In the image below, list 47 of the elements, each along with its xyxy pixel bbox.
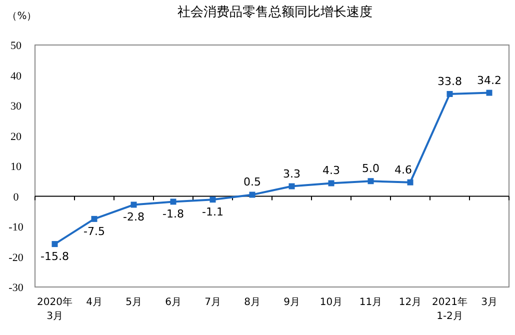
x-tick-label: 9月 (284, 297, 300, 308)
text: 3.3 (283, 167, 300, 180)
y-axis-title: （%） (7, 11, 37, 22)
y-tick-label: -20 (8, 252, 24, 264)
y-tick-label: 20 (10, 130, 22, 143)
x-tick-label: 4月 (86, 297, 102, 308)
x-tick-label: 8月 (244, 297, 260, 308)
y-tick-label: 10 (10, 161, 22, 173)
point (446, 91, 453, 98)
x-tick-label: 11月 (359, 297, 382, 308)
text: -7.5 (84, 224, 105, 238)
y-tick-label: 40 (10, 70, 22, 82)
y-tick-label: 50 (10, 40, 22, 52)
text: -1.1 (202, 206, 224, 219)
text: 4.6 (394, 163, 412, 176)
point (288, 183, 295, 190)
text: 33.8 (438, 75, 462, 88)
x-tick-label: 2021年 1-2月 (432, 296, 468, 322)
point (130, 202, 137, 208)
point (486, 90, 492, 96)
text: 4.3 (322, 164, 340, 178)
x-tick-label: 12月 (398, 297, 422, 308)
x-tick-label: 10月 (320, 297, 343, 308)
point (170, 198, 176, 205)
point (91, 216, 98, 222)
point (210, 196, 216, 203)
text: 0.5 (244, 176, 261, 189)
text: 5.0 (362, 162, 380, 176)
text: -2.8 (123, 210, 144, 224)
point (52, 241, 58, 248)
point (249, 192, 256, 198)
point (368, 178, 374, 184)
y-tick-label: 0 (13, 191, 20, 204)
text: -15.8 (40, 250, 69, 264)
text: -1.8 (162, 208, 184, 221)
y-tick-label: -10 (8, 222, 24, 234)
point (328, 180, 334, 186)
x-tick-label: 2020年 3月 (37, 296, 72, 322)
y-tick-label: -30 (8, 282, 24, 294)
y-tick-label: 30 (10, 100, 22, 112)
x-tick-label: 6月 (165, 297, 182, 308)
x-tick-label: 5月 (126, 297, 142, 308)
point (407, 179, 414, 186)
x-tick-label: 3月 (481, 297, 498, 308)
text: 34.2 (477, 74, 502, 87)
chart-title: 社会消费品零售总额同比增长速度 (178, 4, 372, 20)
x-tick-label: 7月 (204, 297, 221, 308)
